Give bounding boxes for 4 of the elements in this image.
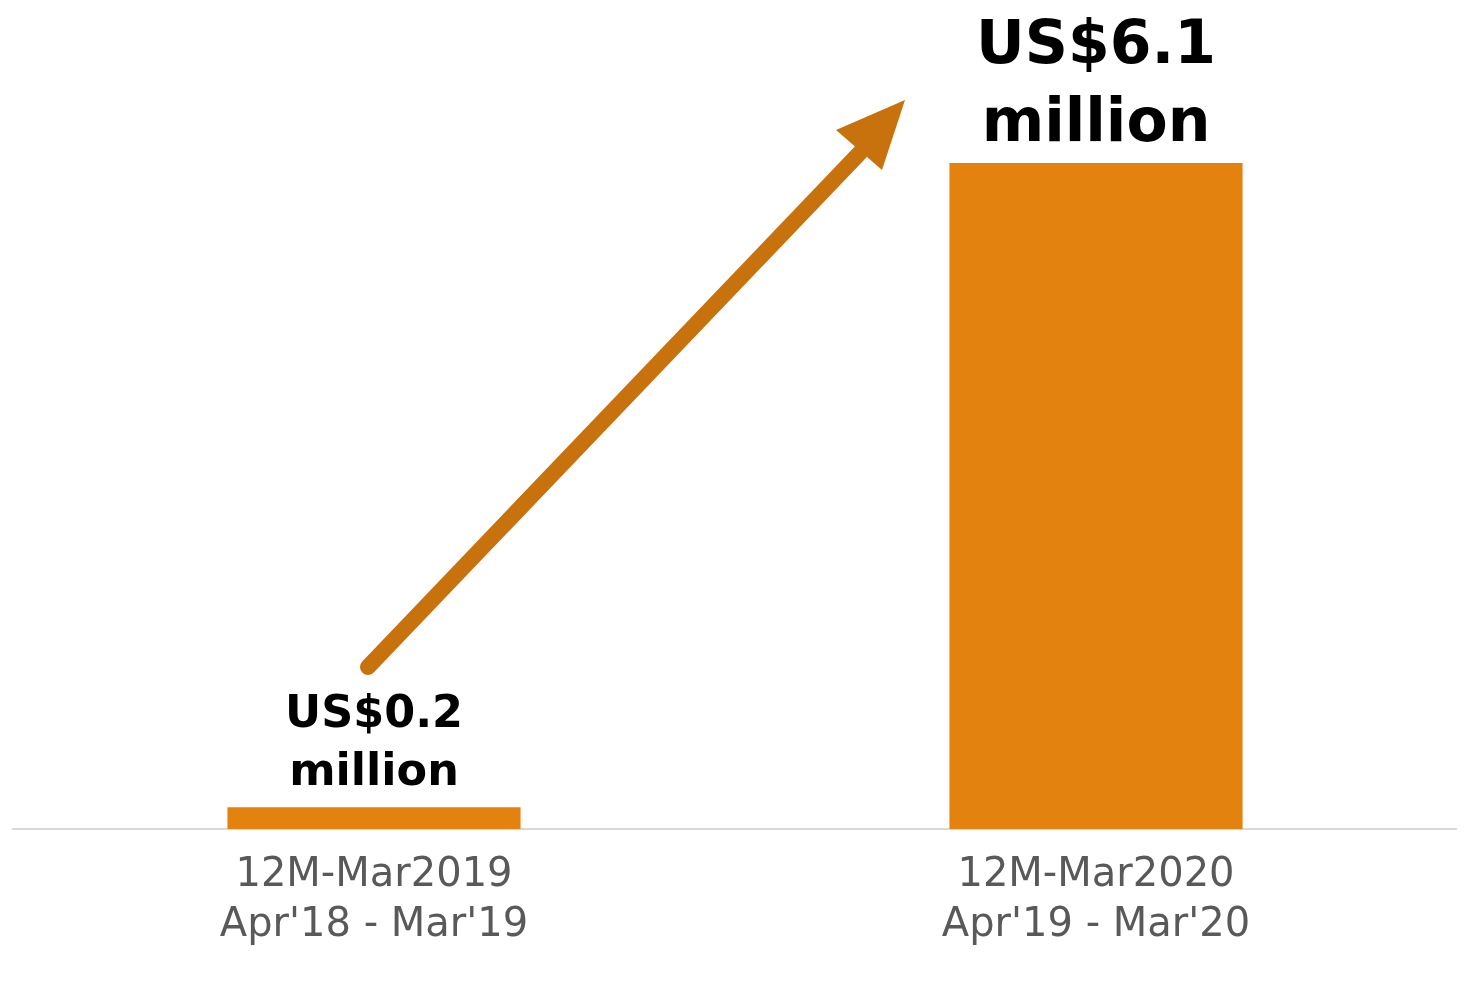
- x-tick-label: 12M-Mar2020 Apr'19 - Mar'20: [941, 849, 1251, 946]
- data-label: US$6.1 million: [976, 7, 1216, 155]
- data-label: US$0.2 million: [284, 686, 464, 796]
- x-tick-label: 12M-Mar2019 Apr'18 - Mar'19: [219, 849, 529, 946]
